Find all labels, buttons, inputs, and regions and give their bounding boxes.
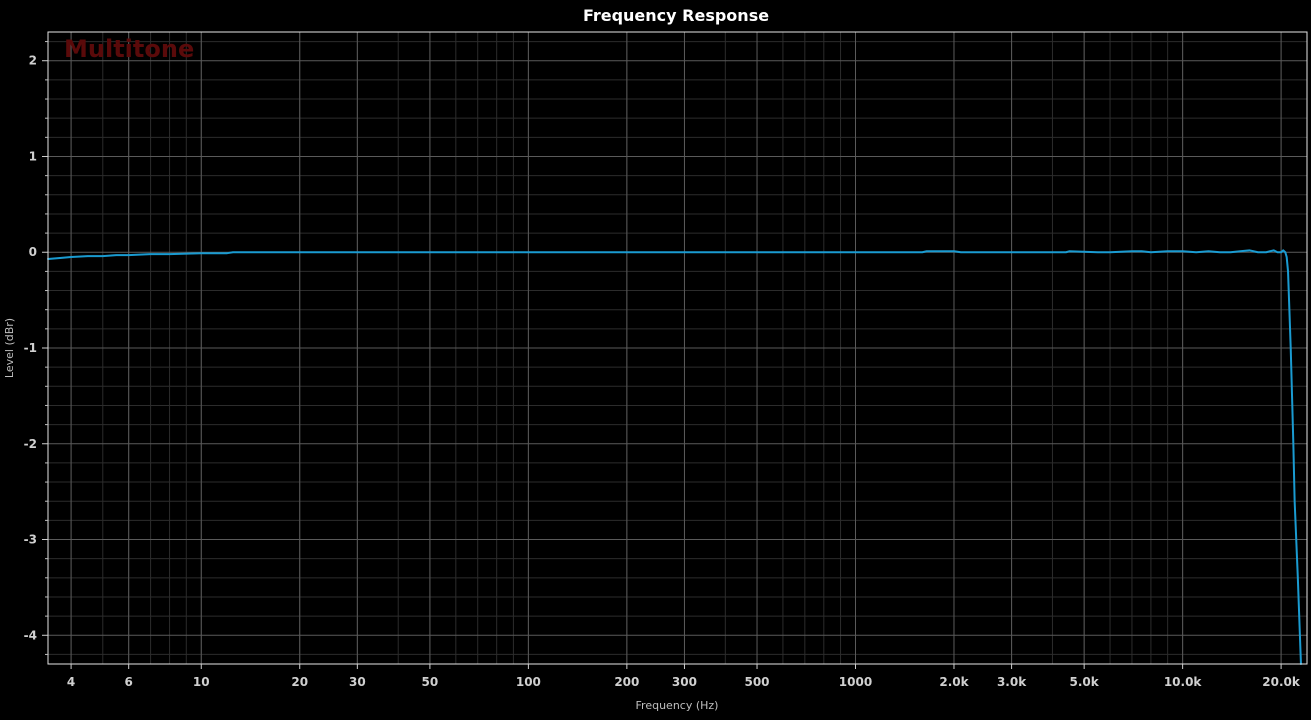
x-tick-label: 4 (67, 675, 75, 689)
y-tick-label: -2 (24, 437, 37, 451)
y-tick-label: 2 (29, 54, 37, 68)
x-tick-label: 20 (291, 675, 308, 689)
x-tick-label: 3.0k (997, 675, 1027, 689)
y-tick-label: 0 (29, 245, 37, 259)
y-tick-labels: 2 1 0 -1 -2 -3 -4 (24, 54, 37, 643)
x-tick-label: 2.0k (939, 675, 969, 689)
x-tick-label: 10.0k (1164, 675, 1203, 689)
x-axis-label: Frequency (Hz) (636, 699, 719, 712)
chart-title: Frequency Response (583, 6, 769, 25)
x-tick-labels: 4 6 10 20 30 50 100 200 300 500 1000 2.0k 3.0k 5.0k 10… (67, 675, 1301, 689)
x-tick-label: 50 (422, 675, 439, 689)
x-tick-label: 10 (193, 675, 210, 689)
x-tick-label: 500 (744, 675, 769, 689)
x-tick-label: 300 (672, 675, 697, 689)
tick-marks (42, 41, 1282, 669)
watermark-label: Multitone (64, 35, 194, 63)
x-tick-label: 5.0k (1070, 675, 1100, 689)
x-tick-label: 20.0k (1262, 675, 1301, 689)
frequency-response-series-line (47, 249, 1302, 665)
x-tick-label: 100 (516, 675, 541, 689)
x-tick-label: 1000 (839, 675, 872, 689)
x-tick-label: 200 (614, 675, 639, 689)
y-axis-label: Level (dBr) (3, 318, 16, 378)
y-tick-label: -4 (24, 628, 37, 642)
y-tick-label: 1 (29, 149, 37, 163)
series-layer (47, 249, 1302, 665)
x-tick-label: 30 (349, 675, 366, 689)
x-tick-label: 6 (125, 675, 133, 689)
y-tick-label: -3 (24, 533, 37, 547)
y-tick-label: -1 (24, 341, 37, 355)
